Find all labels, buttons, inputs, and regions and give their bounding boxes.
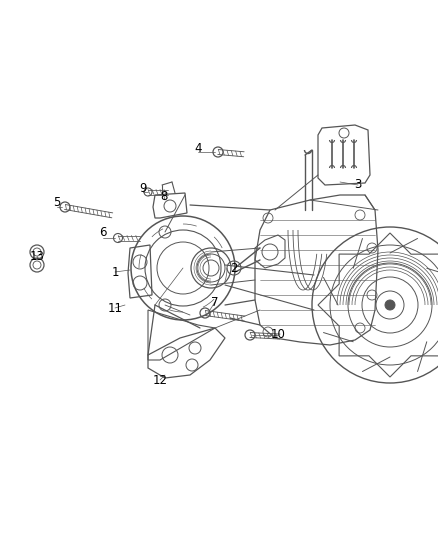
Text: 7: 7 (211, 295, 219, 309)
Text: 5: 5 (53, 196, 61, 208)
Text: 11: 11 (107, 302, 123, 314)
Text: 9: 9 (139, 182, 147, 195)
Circle shape (385, 300, 395, 310)
Text: 2: 2 (230, 262, 238, 274)
Text: 10: 10 (271, 328, 286, 342)
Text: 6: 6 (99, 227, 107, 239)
Text: 12: 12 (152, 374, 167, 386)
Text: 4: 4 (194, 141, 202, 155)
Text: 3: 3 (354, 179, 362, 191)
Text: 13: 13 (29, 249, 44, 262)
Text: 8: 8 (160, 190, 168, 203)
Text: 1: 1 (111, 265, 119, 279)
